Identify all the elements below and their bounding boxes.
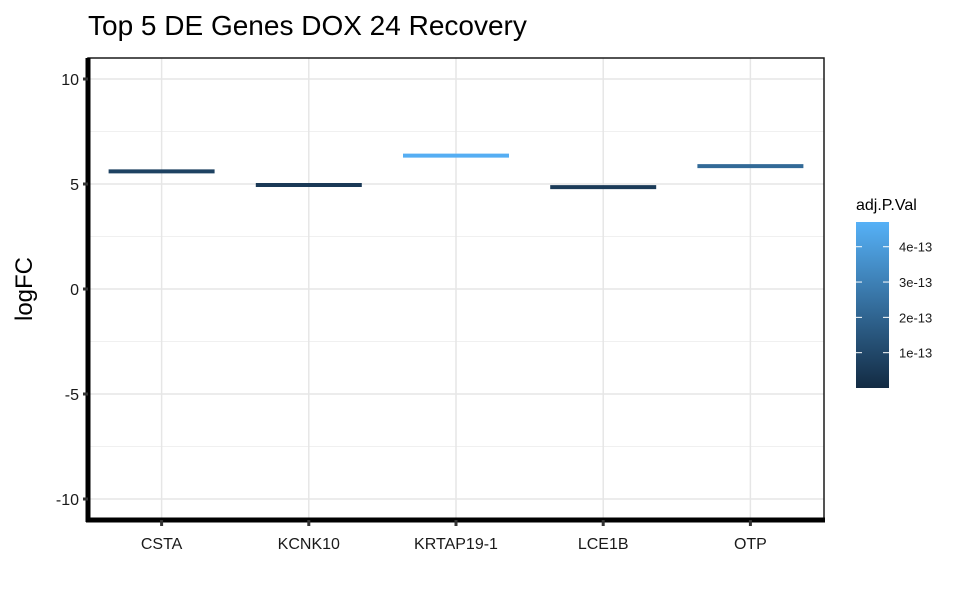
colorbar-tick-label: 4e-13 <box>899 240 932 255</box>
x-tick-label: CSTA <box>141 536 183 553</box>
axes-layer: -10 -5 0 5 10 CSTA KCNK10 KRTAP19-1 LCE1B OTP <box>56 57 825 553</box>
y-tick-label: -5 <box>65 387 79 404</box>
y-tick-label: 5 <box>70 177 79 194</box>
colorbar-tick-label: 3e-13 <box>899 275 932 290</box>
x-tick-label: KCNK10 <box>278 536 340 553</box>
plot-panel <box>88 58 824 520</box>
colorbar-tick-label: 1e-13 <box>899 346 932 361</box>
x-tick-label: KRTAP19-1 <box>414 536 498 553</box>
y-tick-label: 0 <box>70 282 79 299</box>
x-tick-label: OTP <box>734 536 767 553</box>
chart-title: Top 5 DE Genes DOX 24 Recovery <box>88 10 527 41</box>
colorbar-legend: adj.P.Val 1e-13 2e-13 3e-13 4e-13 <box>856 197 932 388</box>
legend-title: adj.P.Val <box>856 197 917 214</box>
y-axis-label: logFC <box>11 257 38 321</box>
y-tick-label: -10 <box>56 492 79 509</box>
x-tick-label: LCE1B <box>578 536 629 553</box>
colorbar <box>856 222 889 388</box>
bars-layer <box>108 153 804 190</box>
colorbar-tick-label: 2e-13 <box>899 310 932 325</box>
y-tick-label: 10 <box>61 72 79 89</box>
